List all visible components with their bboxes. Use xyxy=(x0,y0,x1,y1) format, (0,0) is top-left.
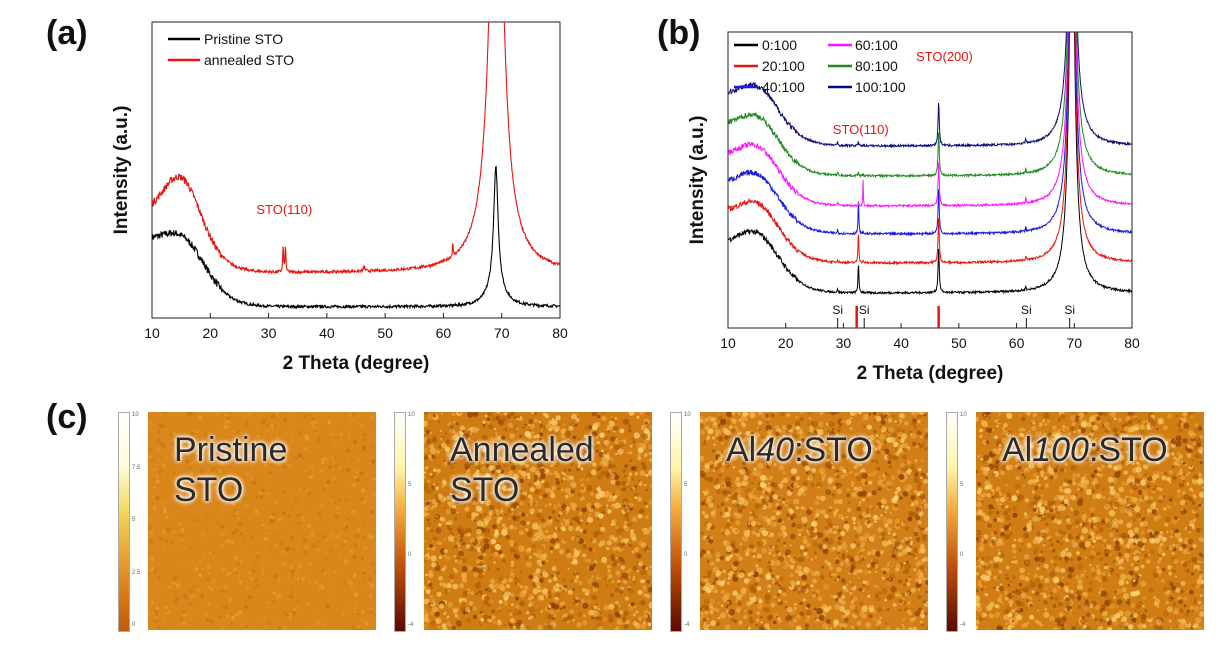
series-line xyxy=(728,32,1132,209)
x-tick-label: 30 xyxy=(261,325,277,341)
x-tick-label: 20 xyxy=(202,325,218,341)
legend-label: 20:100 xyxy=(762,58,805,74)
afm-height-map: Annealed STO xyxy=(424,412,652,630)
afm-height-map: Al40:STO xyxy=(700,412,928,630)
color-scale-tick: 5 xyxy=(408,482,412,488)
sample-label: Al40:STO xyxy=(726,430,873,470)
afm-image-1: Pristine STO 10 7.5 5 2.5 0 xyxy=(112,408,382,638)
xrd-chart-b: 10 20 30 40 50 60 70 80 2 Theta (degree) Intensit… xyxy=(687,31,1140,384)
color-scale-tick: -4 xyxy=(684,622,690,628)
plot-frame xyxy=(727,31,1133,329)
x-tick-label: 40 xyxy=(319,325,335,341)
series-line xyxy=(728,32,1132,149)
x-tick-label: 20 xyxy=(778,335,794,351)
sample-label-prefix: Al xyxy=(726,431,757,469)
color-scale-tick: 5 xyxy=(684,482,688,488)
color-scale-tick: 10 xyxy=(960,412,967,418)
afm-height-map: Al100:STO xyxy=(976,412,1204,630)
color-scale-tick: -4 xyxy=(960,622,966,628)
color-scale-tick: 5 xyxy=(960,482,964,488)
color-scale-bar xyxy=(118,412,130,632)
x-tick-label: 10 xyxy=(144,325,160,341)
afm-image-3: Al40:STO 10 5 0 -4 xyxy=(664,408,934,638)
afm-texture xyxy=(976,412,1204,630)
color-scale-tick: -4 xyxy=(408,622,414,628)
color-scale-tick: 5 xyxy=(132,517,136,523)
panel-label-c: (c) xyxy=(46,398,88,436)
legend-label: 60:100 xyxy=(855,37,898,53)
sample-label-suffix: :STO xyxy=(794,431,873,469)
x-tick-label: 50 xyxy=(377,325,393,341)
series-line-pristine xyxy=(152,165,560,310)
x-tick-label: 30 xyxy=(836,335,852,351)
color-scale-tick: 2.5 xyxy=(132,569,141,576)
xrd-chart-a: 10 20 30 40 50 60 70 80 2 Theta (degree) Intensit… xyxy=(111,21,568,374)
color-scale-tick: 0 xyxy=(132,622,136,628)
legend-label: 0:100 xyxy=(762,37,797,53)
x-axis-label: 2 Theta (degree) xyxy=(857,363,1004,384)
color-scale-tick: 10 xyxy=(408,412,415,418)
color-scale-tick: 10 xyxy=(132,412,139,418)
panel-label-a: (a) xyxy=(46,14,88,52)
sample-label-line2: STO xyxy=(450,471,520,509)
x-tick-label: 10 xyxy=(720,335,736,351)
legend-label: Pristine STO xyxy=(204,31,283,47)
afm-texture xyxy=(424,412,652,630)
si-label: Si xyxy=(1021,303,1032,317)
peak-annotation: STO(110) xyxy=(833,122,889,137)
peak-annotation: STO(110) xyxy=(256,202,312,217)
x-tick-label: 70 xyxy=(494,325,510,341)
series-line xyxy=(728,32,1132,179)
peak-annotation: STO(200) xyxy=(916,49,973,64)
sample-label-line2: STO xyxy=(174,471,244,509)
afm-texture xyxy=(700,412,928,630)
afm-height-map: Pristine STO xyxy=(148,412,376,630)
x-tick-label: 50 xyxy=(951,335,967,351)
series-line-annealed xyxy=(152,22,560,276)
sample-label-ratio: 40 xyxy=(756,431,795,469)
panel-label-b: (b) xyxy=(657,14,701,52)
legend-label: 80:100 xyxy=(855,58,898,74)
sample-label-suffix: :STO xyxy=(1088,431,1168,469)
color-scale-tick: 0 xyxy=(684,552,688,558)
x-axis-label: 2 Theta (degree) xyxy=(283,353,430,374)
legend-label: 40:100 xyxy=(762,79,805,95)
sample-label: Al100:STO xyxy=(1002,430,1168,470)
x-tick-label: 80 xyxy=(1124,335,1140,351)
legend-label: annealed STO xyxy=(204,52,294,68)
sample-label: Pristine STO xyxy=(174,430,287,510)
color-scale-bar xyxy=(946,412,958,632)
si-label: Si xyxy=(859,303,870,317)
sample-label: Annealed STO xyxy=(450,430,594,510)
sample-label-ratio: 100 xyxy=(1032,431,1089,469)
color-scale-tick: 10 xyxy=(684,412,691,418)
si-label: Si xyxy=(1064,303,1075,317)
sample-label-line1: Annealed xyxy=(450,431,594,469)
plot-frame xyxy=(151,21,561,319)
afm-image-4: Al100:STO 10 5 0 -4 xyxy=(940,408,1210,638)
si-label: Si xyxy=(832,303,843,317)
sample-label-line1: Pristine xyxy=(174,431,288,469)
x-tick-label: 60 xyxy=(436,325,452,341)
color-scale-tick: 0 xyxy=(408,552,412,558)
y-axis-label: Intensity (a.u.) xyxy=(111,106,132,235)
y-axis-label: Intensity (a.u.) xyxy=(687,116,708,245)
x-tick-label: 40 xyxy=(893,335,909,351)
sample-label-prefix: Al xyxy=(1002,431,1033,469)
color-scale-tick: 0 xyxy=(960,552,964,558)
color-scale-bar xyxy=(394,412,406,632)
x-tick-label: 60 xyxy=(1009,335,1025,351)
afm-texture xyxy=(148,412,376,630)
afm-image-2: Annealed STO 10 5 0 -4 xyxy=(388,408,658,638)
x-tick-label: 70 xyxy=(1066,335,1082,351)
color-scale-bar xyxy=(670,412,682,632)
legend-label: 100:100 xyxy=(855,79,906,95)
series-line xyxy=(728,32,1132,266)
series-line xyxy=(728,32,1132,296)
color-scale-tick: 7.5 xyxy=(132,464,141,471)
x-tick-label: 80 xyxy=(552,325,568,341)
series-line xyxy=(728,32,1132,237)
